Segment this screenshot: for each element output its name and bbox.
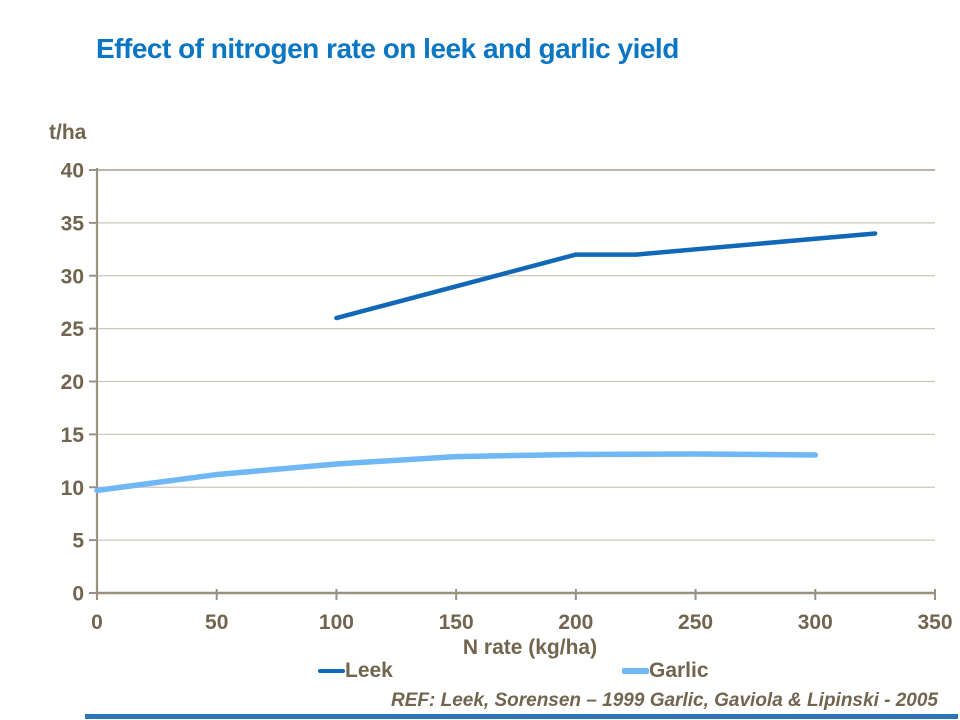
series-line-leek (334, 231, 878, 321)
y-tick-label-5: 5 (72, 530, 84, 553)
y-tick-label-40: 40 (61, 160, 84, 183)
x-axis-title: N rate (kg/ha) (462, 636, 598, 659)
x-tick-label-350: 350 (917, 611, 952, 634)
y-axis-unit-label: t/ha (49, 121, 87, 144)
x-tick-label-150: 150 (439, 611, 474, 634)
x-tick-label-300: 300 (798, 611, 833, 634)
x-tick-label-250: 250 (678, 611, 713, 634)
y-tick-label-25: 25 (61, 318, 85, 341)
legend-label-garlic: Garlic (649, 659, 709, 682)
series-line-garlic (94, 451, 819, 494)
y-tick-label-0: 0 (72, 583, 84, 606)
y-tick-label-30: 30 (61, 265, 84, 288)
y-tick-label-35: 35 (61, 212, 85, 235)
legend-item-leek: Leek (318, 658, 393, 684)
leek-line-swatch (318, 668, 345, 674)
legend-item-garlic: Garlic (622, 658, 709, 684)
x-tick-label-0: 0 (91, 611, 103, 634)
x-tick-label-100: 100 (319, 611, 354, 634)
y-tick-label-15: 15 (61, 424, 85, 447)
y-tick-label-10: 10 (61, 477, 84, 500)
reference-text: REF: Leek, Sorensen – 1999 Garlic, Gavio… (390, 690, 938, 711)
legend-label-leek: Leek (345, 659, 393, 682)
y-tick-label-20: 20 (61, 371, 84, 394)
bottom-accent-bar (85, 714, 958, 719)
x-tick-label-200: 200 (558, 611, 593, 634)
garlic-line-swatch (622, 668, 649, 674)
chart-title: Effect of nitrogen rate on leek and garl… (96, 33, 679, 64)
x-tick-label-50: 50 (205, 611, 228, 634)
